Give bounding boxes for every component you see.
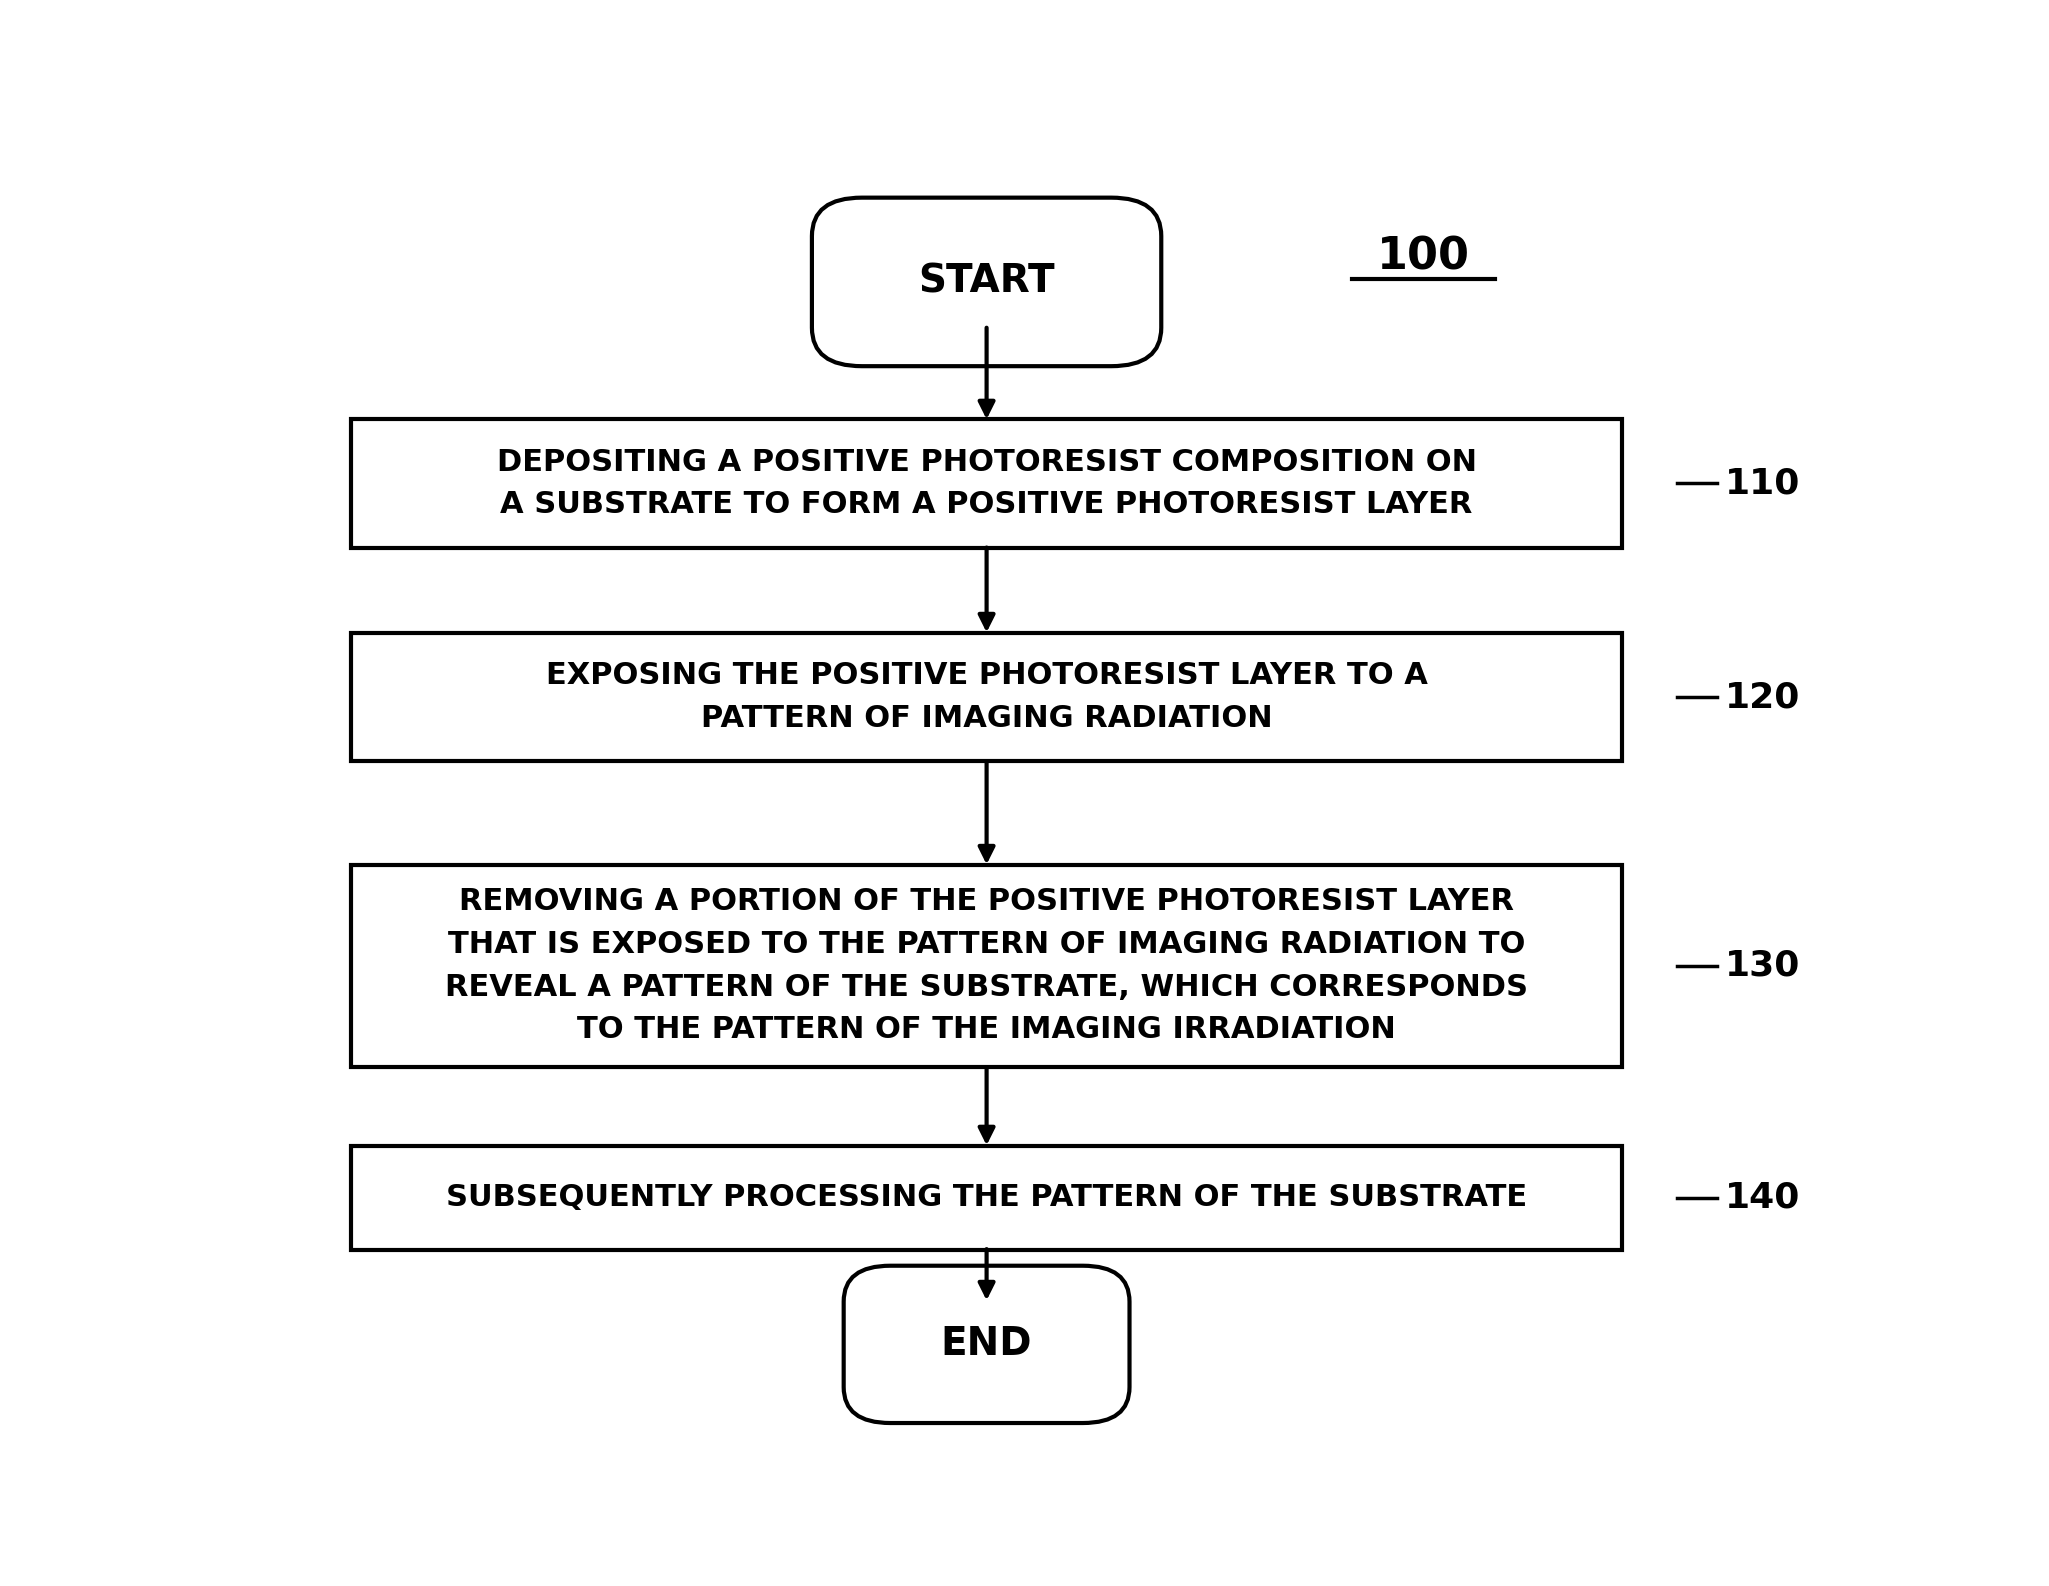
FancyBboxPatch shape <box>352 633 1623 761</box>
Text: SUBSEQUENTLY PROCESSING THE PATTERN OF THE SUBSTRATE: SUBSEQUENTLY PROCESSING THE PATTERN OF T… <box>447 1183 1527 1212</box>
FancyBboxPatch shape <box>811 198 1162 366</box>
FancyBboxPatch shape <box>844 1266 1129 1423</box>
Text: 120: 120 <box>1725 680 1801 714</box>
Text: 110: 110 <box>1725 466 1801 501</box>
Text: 140: 140 <box>1725 1182 1801 1215</box>
FancyBboxPatch shape <box>352 864 1623 1066</box>
Text: 130: 130 <box>1725 948 1801 983</box>
FancyBboxPatch shape <box>352 419 1623 547</box>
Text: 100: 100 <box>1377 236 1469 279</box>
Text: END: END <box>940 1326 1033 1364</box>
Text: EXPOSING THE POSITIVE PHOTORESIST LAYER TO A
PATTERN OF IMAGING RADIATION: EXPOSING THE POSITIVE PHOTORESIST LAYER … <box>545 661 1428 733</box>
Text: START: START <box>918 263 1055 301</box>
Text: DEPOSITING A POSITIVE PHOTORESIST COMPOSITION ON
A SUBSTRATE TO FORM A POSITIVE : DEPOSITING A POSITIVE PHOTORESIST COMPOS… <box>496 447 1477 519</box>
FancyBboxPatch shape <box>352 1147 1623 1250</box>
Text: REMOVING A PORTION OF THE POSITIVE PHOTORESIST LAYER
THAT IS EXPOSED TO THE PATT: REMOVING A PORTION OF THE POSITIVE PHOTO… <box>445 887 1529 1045</box>
